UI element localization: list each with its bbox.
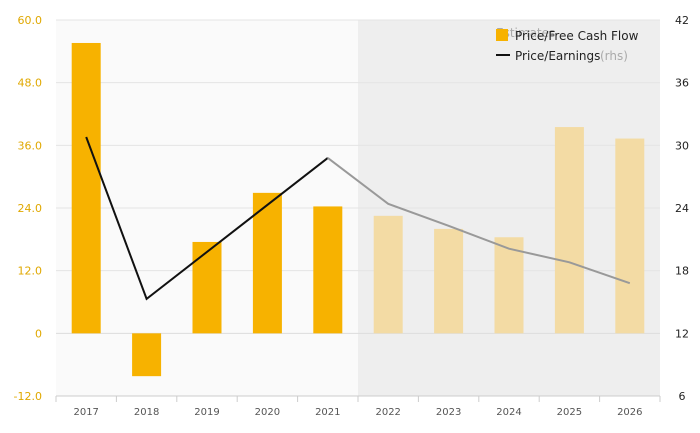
y-right-tick-label: 24 — [675, 202, 689, 215]
bar-2025 — [554, 127, 584, 334]
x-tick-label: 2022 — [375, 407, 400, 418]
bar-2022 — [373, 215, 403, 334]
y-right-tick-label: 18 — [675, 265, 689, 278]
x-tick-label: 2017 — [73, 407, 98, 418]
x-tick-label: 2020 — [255, 407, 280, 418]
y-right-tick-label: 36 — [675, 77, 689, 90]
x-tick-label: 2026 — [617, 407, 642, 418]
legend-label-pfcf: Price/Free Cash Flow — [515, 29, 639, 43]
y-left-tick-label: 48.0 — [18, 77, 43, 90]
x-tick-label: 2025 — [557, 407, 582, 418]
legend-label-pe: Price/Earnings — [515, 49, 600, 63]
x-tick-label: 2019 — [194, 407, 219, 418]
x-tick-label: 2024 — [496, 407, 521, 418]
y-left-tick-label: 0 — [35, 327, 42, 340]
bar-2019 — [192, 241, 222, 334]
bar-2024 — [494, 237, 524, 334]
x-tick-label: 2023 — [436, 407, 461, 418]
x-tick-label: 2021 — [315, 407, 340, 418]
y-left-tick-label: 36.0 — [18, 139, 43, 152]
y-left-tick-label: 60.0 — [18, 14, 43, 27]
bar-2020 — [252, 192, 282, 334]
y-right-tick-label: 30 — [675, 139, 689, 152]
legend-swatch-pfcf — [496, 29, 508, 41]
y-left-tick-label: -12.0 — [14, 390, 42, 403]
x-tick-label: 2018 — [134, 407, 159, 418]
bar-2017 — [71, 42, 101, 334]
y-left-tick-label: 24.0 — [18, 202, 43, 215]
y-left-tick-label: 12.0 — [18, 265, 43, 278]
y-right-tick-label: 12 — [675, 327, 689, 340]
bar-2021 — [313, 206, 343, 334]
y-right-tick-label: 42 — [675, 14, 689, 27]
legend-label-pe-suffix: (rhs) — [600, 49, 628, 63]
estimates-label: Estimates — [496, 26, 555, 40]
pe-line-estimate — [327, 157, 631, 285]
bar-2023 — [434, 228, 464, 334]
bar-2018 — [132, 333, 162, 377]
pe-line-actual — [85, 136, 329, 301]
bar-2026 — [615, 138, 645, 334]
y-right-tick-label: 6 — [679, 390, 686, 403]
